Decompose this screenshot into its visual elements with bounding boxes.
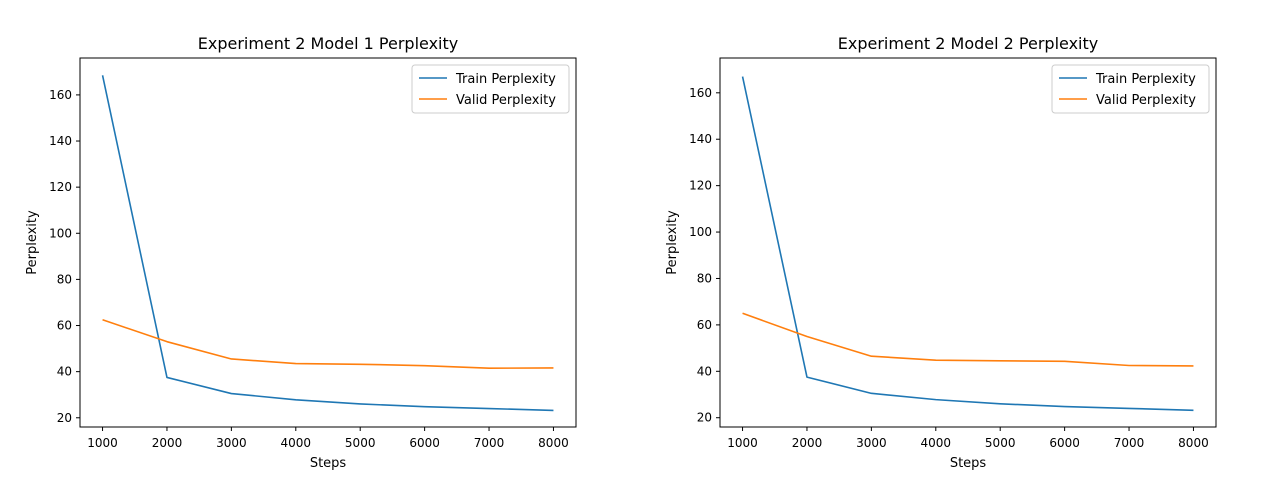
x-tick-label: 5000 — [985, 436, 1016, 450]
y-tick-label: 40 — [57, 365, 72, 379]
series-line-train-perplexity — [101, 75, 554, 412]
legend-label: Train Perplexity — [1095, 72, 1196, 87]
series-line-valid-perplexity — [742, 312, 1194, 367]
x-tick-label: 5000 — [345, 436, 376, 450]
x-axis-label: Steps — [950, 456, 987, 471]
y-tick-label: 100 — [689, 225, 712, 239]
y-tick-label: 80 — [57, 272, 72, 286]
legend-label: Valid Perplexity — [456, 93, 556, 108]
chart-model-1: Experiment 2 Model 1 Perplexity Steps Pe… — [25, 34, 577, 471]
y-tick-label: 140 — [689, 132, 712, 146]
y-tick-label: 100 — [49, 226, 72, 240]
x-tick-label: 4000 — [921, 436, 952, 450]
x-tick-label: 3000 — [856, 436, 887, 450]
y-axis-label: Perplexity — [25, 210, 40, 275]
x-tick-label: 2000 — [152, 436, 183, 450]
x-tick-label: 7000 — [1114, 436, 1145, 450]
y-axis-label: Perplexity — [665, 210, 680, 275]
y-tick-label: 20 — [697, 411, 712, 425]
series-line-train-perplexity — [741, 76, 1194, 412]
series-line-valid-perplexity — [102, 319, 554, 369]
legend-label: Valid Perplexity — [1096, 93, 1196, 108]
legend: Train Perplexity Valid Perplexity — [411, 64, 570, 114]
x-tick-label: 2000 — [792, 436, 823, 450]
x-tick-label: 1000 — [727, 436, 758, 450]
x-tick-label: 6000 — [1049, 436, 1080, 450]
x-tick-label: 7000 — [474, 436, 505, 450]
y-tick-label: 120 — [49, 180, 72, 194]
x-axis-label: Steps — [310, 456, 347, 471]
legend-box — [1051, 64, 1210, 114]
y-tick-label: 80 — [697, 271, 712, 285]
legend-box — [411, 64, 570, 114]
y-tick-label: 20 — [57, 411, 72, 425]
y-tick-label: 60 — [57, 319, 72, 333]
y-tick-label: 140 — [49, 134, 72, 148]
x-tick-label: 1000 — [87, 436, 118, 450]
chart-model-2: Experiment 2 Model 2 Perplexity Steps Pe… — [665, 34, 1217, 471]
x-tick-label: 8000 — [538, 436, 569, 450]
y-tick-label: 120 — [689, 179, 712, 193]
x-tick-label: 6000 — [409, 436, 440, 450]
x-tick-label: 8000 — [1178, 436, 1209, 450]
plot-frame — [79, 57, 577, 428]
y-tick-label: 160 — [49, 88, 72, 102]
legend-label: Train Perplexity — [455, 72, 556, 87]
x-tick-label: 4000 — [281, 436, 312, 450]
chart-title: Experiment 2 Model 1 Perplexity — [198, 34, 459, 53]
y-tick-label: 60 — [697, 318, 712, 332]
legend: Train Perplexity Valid Perplexity — [1051, 64, 1210, 114]
plot-frame — [719, 57, 1217, 428]
y-tick-label: 40 — [697, 364, 712, 378]
y-tick-label: 160 — [689, 86, 712, 100]
chart-title: Experiment 2 Model 2 Perplexity — [838, 34, 1099, 53]
x-tick-label: 3000 — [216, 436, 247, 450]
